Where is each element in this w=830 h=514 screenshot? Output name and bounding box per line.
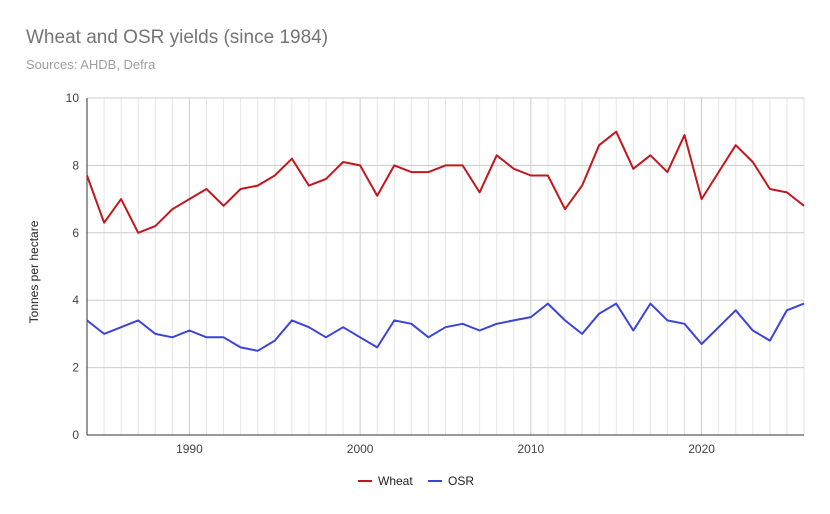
x-tick-label: 2010: [518, 442, 545, 456]
legend: Wheat OSR: [358, 474, 474, 488]
y-tick-label: 8: [72, 158, 79, 172]
series-lines: [86, 130, 805, 352]
chart-title: Wheat and OSR yields (since 1984): [26, 27, 329, 48]
y-tick-label: 6: [72, 226, 79, 240]
x-tick-label: 2000: [347, 442, 374, 456]
y-tick-label: 10: [66, 91, 80, 105]
series-line-osr: [86, 302, 805, 352]
y-tick-label: 0: [72, 428, 79, 442]
grid-lines: [86, 97, 805, 436]
series-line-wheat: [86, 130, 805, 234]
y-tick-label: 2: [72, 361, 79, 375]
legend-label-wheat: Wheat: [378, 474, 413, 488]
y-tick-label: 4: [72, 293, 79, 307]
chart-subtitle: Sources: AHDB, Defra: [26, 57, 156, 72]
x-tick-label: 2020: [688, 442, 715, 456]
y-axis-label: Tonnes per hectare: [27, 220, 41, 323]
legend-label-osr: OSR: [448, 474, 474, 488]
tick-labels: 0 2 4 6 8 10 1990 2000 2010 2020: [66, 91, 716, 456]
x-tick-label: 1990: [176, 442, 203, 456]
